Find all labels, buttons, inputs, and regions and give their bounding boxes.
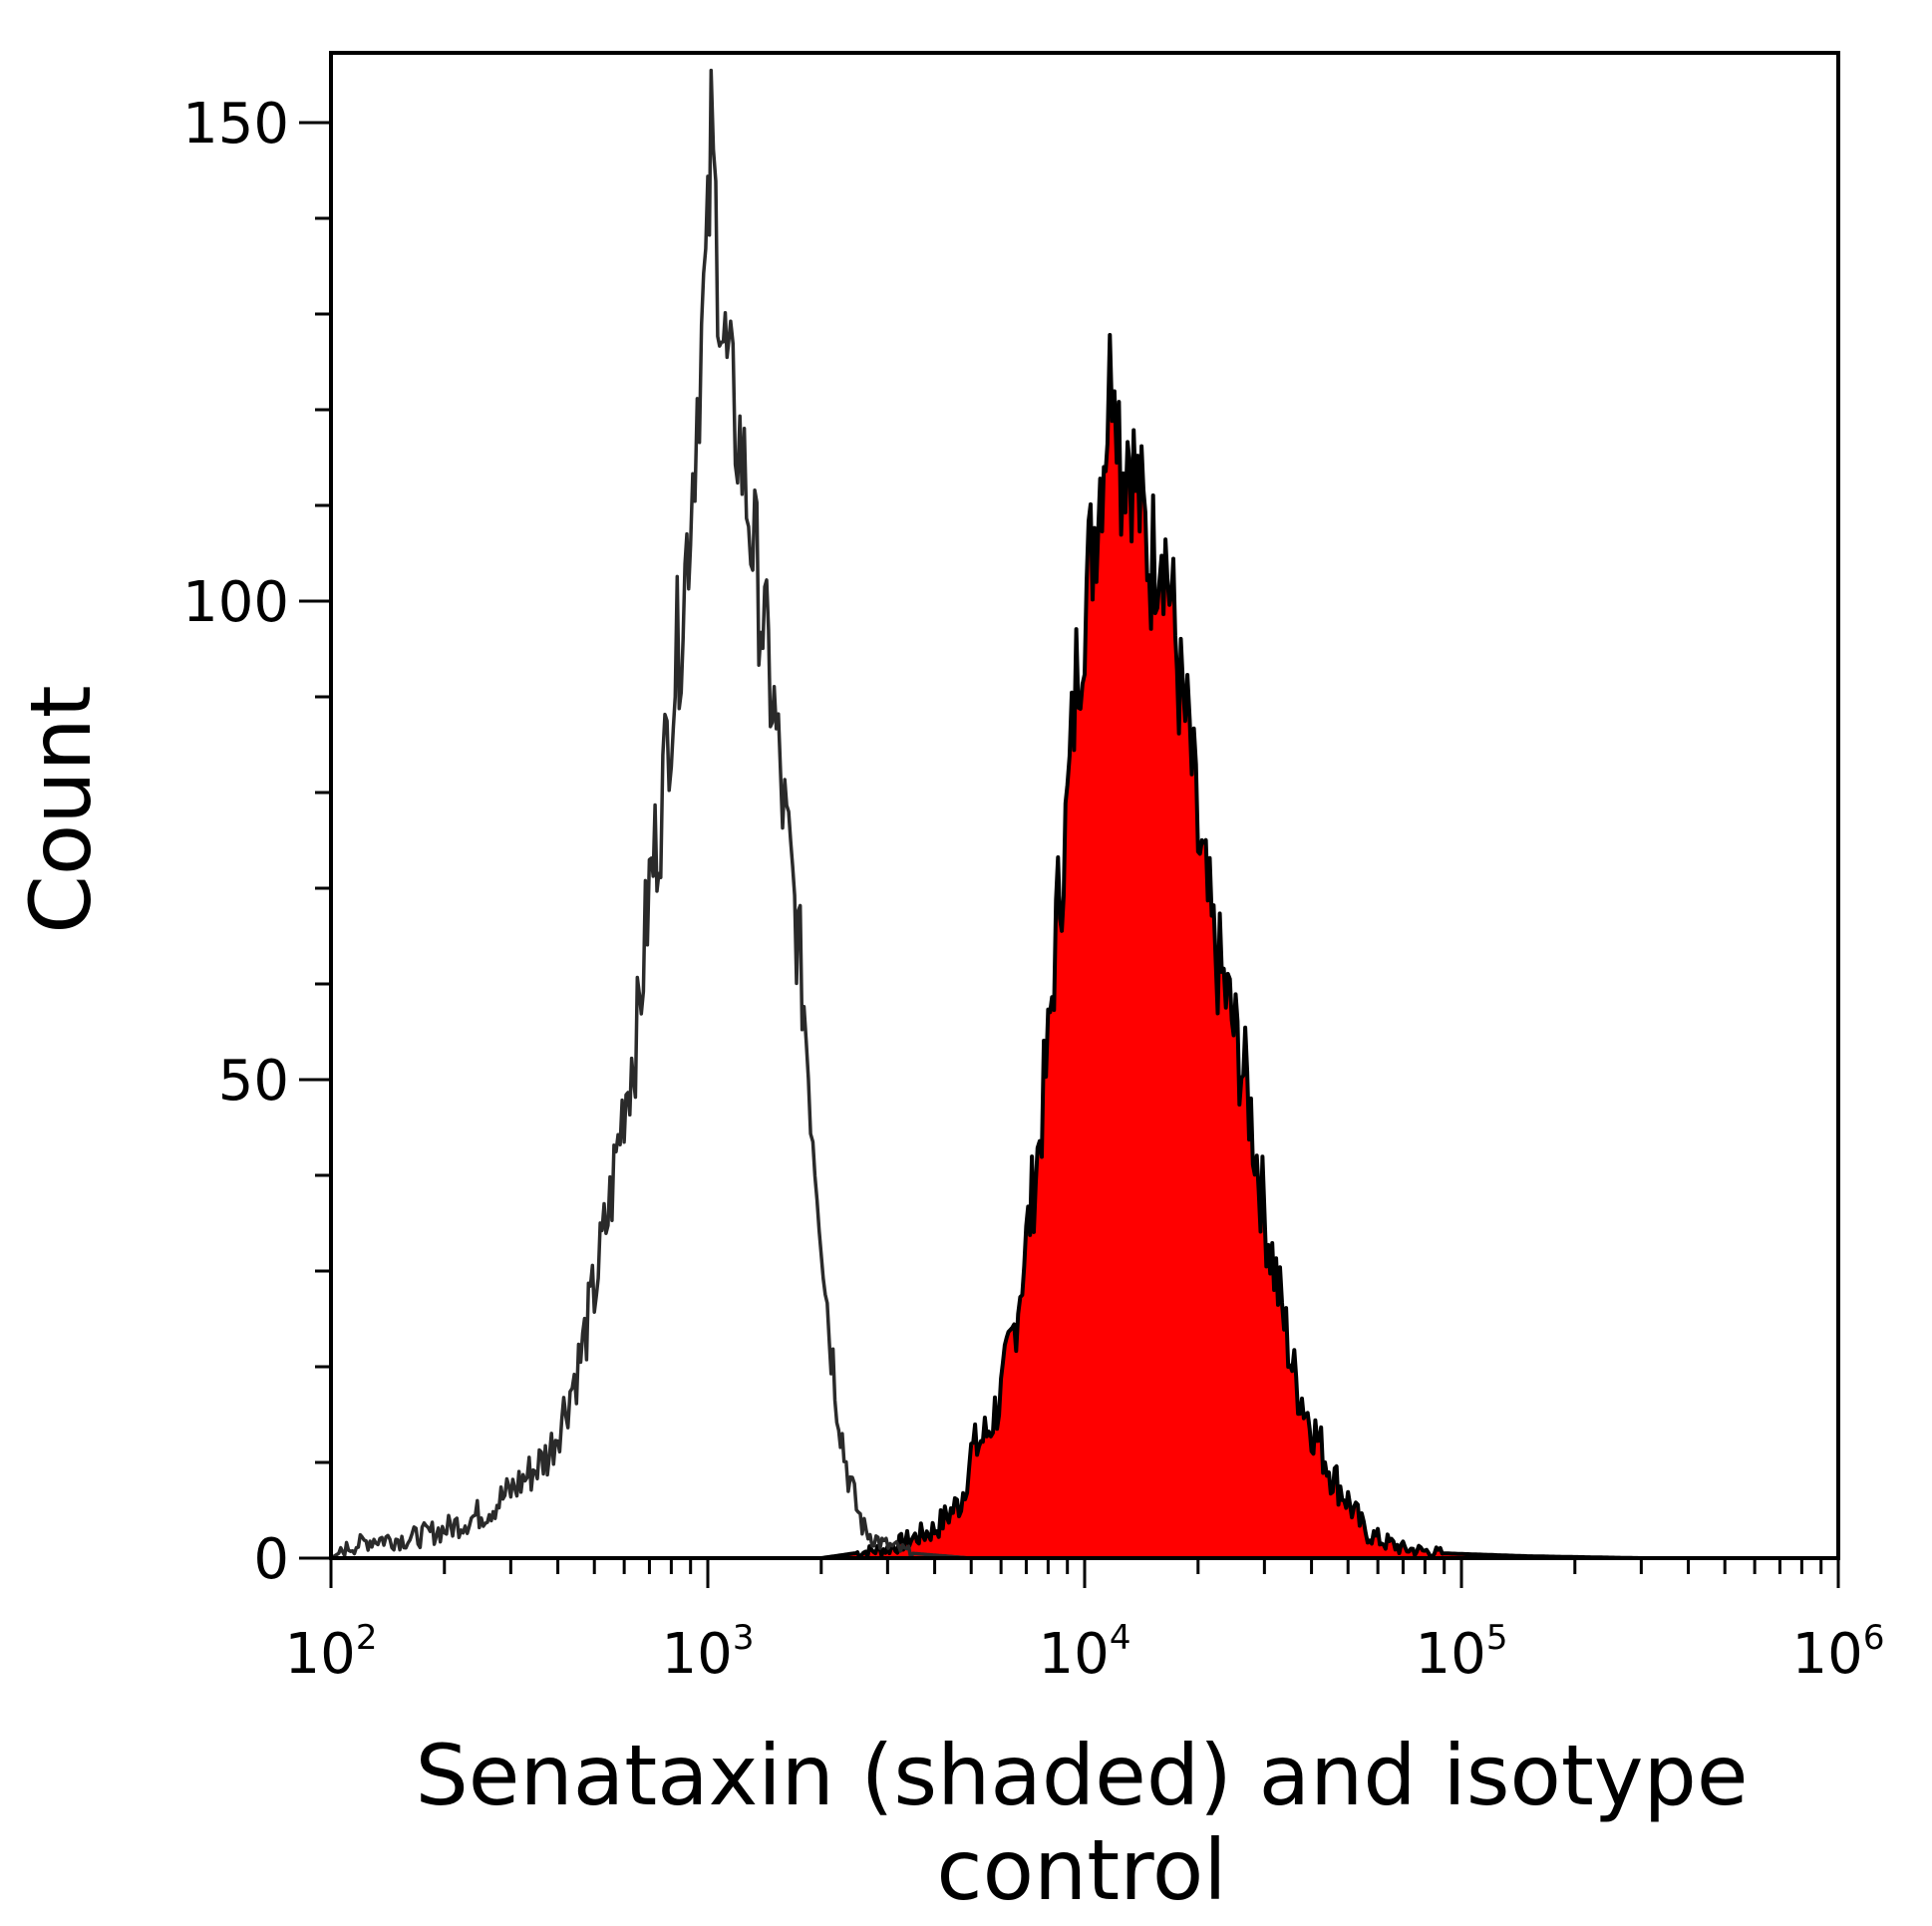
y-tick-label-50: 50 bbox=[218, 1049, 289, 1114]
y-tick-label-150: 150 bbox=[182, 92, 289, 157]
x-tick-label-1e6: 106 bbox=[1792, 1618, 1885, 1687]
x-tick-label-1e2: 102 bbox=[285, 1618, 378, 1687]
y-tick-label-0: 0 bbox=[253, 1527, 289, 1592]
y-axis-ticks bbox=[299, 121, 331, 1560]
plot-content bbox=[329, 68, 1840, 1560]
x-tick-label-1e5: 105 bbox=[1416, 1618, 1508, 1687]
x-tick-label-1e4: 104 bbox=[1039, 1618, 1131, 1687]
senataxin-shaded-histogram bbox=[329, 333, 1840, 1560]
x-axis-title-line-2: control bbox=[936, 1821, 1226, 1919]
x-tick-label-1e3: 103 bbox=[662, 1618, 755, 1687]
x-axis-title-line-1: Senataxin (shaded) and isotype bbox=[415, 1727, 1748, 1824]
x-axis-ticks bbox=[329, 1558, 1840, 1588]
y-axis-title: Count bbox=[12, 685, 110, 933]
y-tick-label-100: 100 bbox=[182, 570, 289, 635]
